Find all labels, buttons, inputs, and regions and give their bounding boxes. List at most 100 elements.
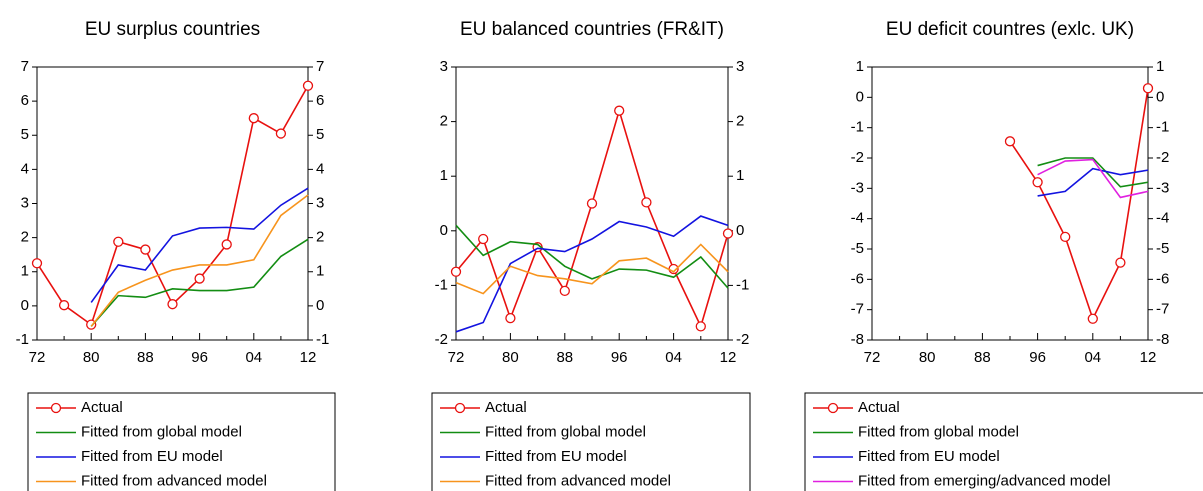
y2-tick-label: 1 [316, 263, 324, 280]
y-tick-label: -3 [851, 179, 864, 196]
y2-tick-label: -2 [736, 331, 749, 348]
marker [248, 113, 259, 124]
legend-label: Actual [81, 399, 123, 416]
y2-tick-label: 5 [316, 126, 324, 143]
marker [167, 299, 178, 310]
y2-tick-label: 1 [736, 167, 744, 184]
legend-label: Actual [858, 399, 900, 416]
y2-tick-label: 7 [316, 58, 324, 75]
y2-tick-label: -7 [1156, 301, 1169, 318]
marker [221, 239, 232, 250]
legend-label: Fitted from global model [858, 423, 1019, 440]
y2-tick-label: 0 [736, 222, 744, 239]
chart-title: EU balanced countries (FR&IT) [460, 19, 724, 40]
legend-marker [827, 402, 839, 414]
x-tick-label: 88 [137, 349, 154, 366]
y2-tick-label: -4 [1156, 210, 1169, 227]
y-tick-label: 0 [440, 222, 448, 239]
legend-marker [454, 402, 466, 414]
x-tick-label: 04 [1084, 349, 1101, 366]
y-tick-label: -1 [16, 331, 29, 348]
marker [140, 244, 151, 255]
marker [478, 233, 489, 245]
chart-title: EU surplus countries [85, 19, 260, 40]
marker [614, 105, 625, 116]
y-tick-label: -6 [851, 270, 864, 287]
y-tick-label: -2 [851, 149, 864, 166]
y-tick-label: 6 [21, 92, 29, 109]
x-tick-label: 88 [556, 349, 573, 366]
marker [31, 258, 43, 269]
y-tick-label: -1 [435, 276, 448, 293]
y2-tick-label: 2 [736, 113, 744, 130]
marker [1004, 136, 1016, 147]
y-tick-label: 0 [856, 88, 864, 105]
x-tick-label: 96 [191, 349, 208, 366]
y2-tick-label: 2 [316, 229, 324, 246]
legend-marker [50, 402, 62, 414]
marker [113, 236, 124, 247]
marker [586, 198, 598, 209]
x-tick-label: 96 [1029, 349, 1046, 366]
series-line [90, 238, 309, 327]
marker [1087, 313, 1098, 324]
x-tick-label: 96 [611, 349, 628, 366]
marker [450, 266, 462, 277]
legend-label: Fitted from advanced model [485, 472, 671, 489]
x-tick-label: 04 [665, 349, 682, 366]
plot-frame [871, 66, 1149, 341]
y2-tick-label: 6 [316, 92, 324, 109]
y2-tick-label: -5 [1156, 240, 1169, 257]
legend-label: Fitted from global model [81, 423, 242, 440]
series-line [90, 187, 309, 303]
legend-label: Fitted from EU model [485, 448, 627, 465]
x-tick-label: 04 [245, 349, 262, 366]
y-tick-label: -4 [851, 210, 864, 227]
y2-tick-label: -6 [1156, 270, 1169, 287]
series-line [1037, 167, 1149, 197]
series-line [455, 215, 729, 333]
y-tick-label: -1 [851, 119, 864, 136]
y-tick-label: 2 [440, 113, 448, 130]
y2-tick-label: -3 [1156, 179, 1169, 196]
y-tick-label: 2 [21, 229, 29, 246]
y2-tick-label: 3 [736, 58, 744, 75]
legend-box [804, 392, 1203, 491]
series-line [455, 243, 729, 295]
legend-label: Actual [485, 399, 527, 416]
marker [58, 300, 70, 311]
y-tick-label: 1 [21, 263, 29, 280]
marker [302, 80, 314, 91]
legend-box [431, 392, 751, 491]
marker [1060, 231, 1071, 243]
x-tick-label: 12 [1140, 349, 1157, 366]
series-line [455, 224, 729, 289]
marker [559, 285, 570, 297]
x-tick-label: 72 [29, 349, 46, 366]
y2-tick-label: 0 [316, 297, 324, 314]
y-tick-label: 1 [440, 167, 448, 184]
y-tick-label: 4 [21, 160, 29, 177]
marker [1142, 83, 1154, 94]
legend-label: Fitted from EU model [81, 448, 223, 465]
y-tick-label: -8 [851, 331, 864, 348]
x-tick-label: 72 [448, 349, 465, 366]
y-tick-label: -5 [851, 240, 864, 257]
marker [1115, 257, 1126, 268]
x-tick-label: 80 [83, 349, 100, 366]
y-tick-label: 0 [21, 297, 29, 314]
y2-tick-label: 3 [316, 194, 324, 211]
y-tick-label: 5 [21, 126, 29, 143]
x-tick-label: 88 [974, 349, 991, 366]
marker [275, 128, 287, 139]
x-tick-label: 80 [502, 349, 519, 366]
y2-tick-label: -2 [1156, 149, 1169, 166]
chart-title: EU deficit countres (exlc. UK) [886, 19, 1134, 40]
y2-tick-label: 0 [1156, 88, 1164, 105]
marker [722, 228, 734, 239]
x-tick-label: 12 [300, 349, 317, 366]
y-tick-label: 7 [21, 58, 29, 75]
marker [695, 321, 706, 332]
x-tick-label: 80 [919, 349, 936, 366]
